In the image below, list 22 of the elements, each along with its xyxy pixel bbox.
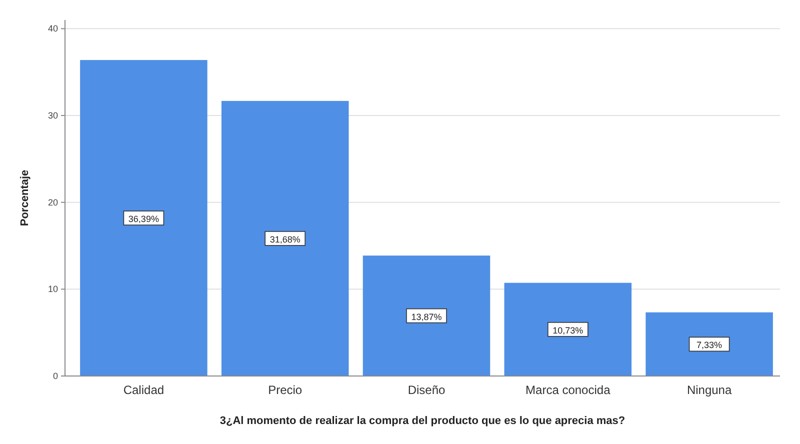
bar — [221, 100, 349, 376]
x-tick-label: Diseño — [408, 383, 446, 397]
y-tick-label: 40 — [48, 24, 58, 34]
y-tick-label: 0 — [52, 371, 58, 381]
data-label: 7,33% — [696, 340, 722, 350]
bar — [362, 256, 490, 376]
data-label: 36,39% — [128, 214, 159, 224]
data-label: 13,87% — [411, 312, 442, 322]
x-tick-label: Calidad — [123, 383, 164, 397]
bar — [646, 312, 773, 376]
y-tick-label: 10 — [48, 284, 58, 294]
x-tick-label: Precio — [268, 383, 302, 397]
data-label: 10,73% — [552, 325, 584, 336]
y-tick-label: 30 — [48, 110, 58, 121]
bar — [504, 282, 632, 376]
data-label: 31,68% — [270, 234, 300, 244]
y-tick-label: 20 — [48, 197, 58, 208]
bar — [80, 60, 208, 376]
y-axis-title: Porcentaje — [19, 170, 31, 226]
x-tick-label: Marca conocida — [526, 383, 611, 397]
x-tick-label: Ninguna — [686, 383, 732, 397]
x-axis-title: 3¿Al momento de realizar la compra del producto que es lo que aprecia mas? — [220, 415, 626, 427]
